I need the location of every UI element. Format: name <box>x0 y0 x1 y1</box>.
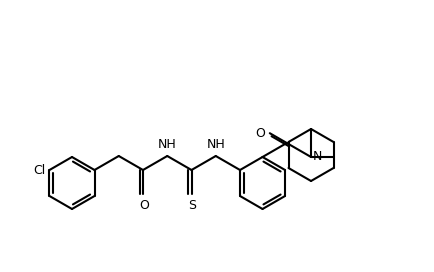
Text: S: S <box>188 199 197 212</box>
Text: Cl: Cl <box>33 163 46 177</box>
Text: NH: NH <box>207 138 225 151</box>
Text: O: O <box>255 127 265 140</box>
Text: NH: NH <box>158 138 177 151</box>
Text: N: N <box>313 150 322 163</box>
Text: O: O <box>139 199 149 212</box>
